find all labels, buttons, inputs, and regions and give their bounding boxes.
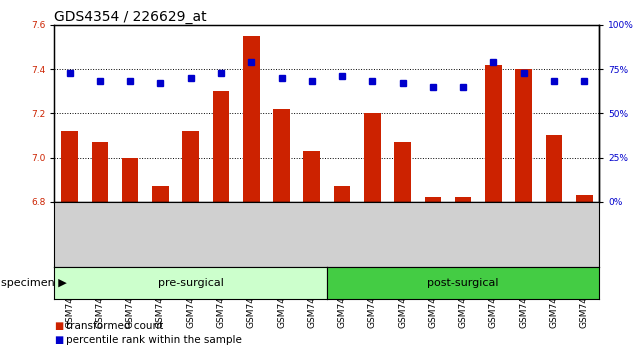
- Bar: [92, 142, 108, 202]
- Text: ■: ■: [54, 335, 63, 345]
- Bar: [243, 36, 260, 202]
- Text: ■: ■: [54, 321, 63, 331]
- Bar: [424, 197, 441, 202]
- Bar: [183, 131, 199, 202]
- Bar: [303, 151, 320, 202]
- Bar: [515, 69, 532, 202]
- Text: percentile rank within the sample: percentile rank within the sample: [66, 335, 242, 345]
- Bar: [273, 109, 290, 202]
- Text: post-surgical: post-surgical: [428, 278, 499, 288]
- Text: specimen ▶: specimen ▶: [1, 278, 67, 288]
- Text: GDS4354 / 226629_at: GDS4354 / 226629_at: [54, 10, 207, 24]
- Text: transformed count: transformed count: [66, 321, 163, 331]
- Bar: [545, 136, 562, 202]
- Bar: [455, 197, 471, 202]
- Bar: [485, 64, 502, 202]
- Bar: [213, 91, 229, 202]
- Bar: [152, 186, 169, 202]
- Bar: [62, 131, 78, 202]
- Text: pre-surgical: pre-surgical: [158, 278, 224, 288]
- Bar: [364, 113, 381, 202]
- Bar: [122, 158, 138, 202]
- Bar: [394, 142, 411, 202]
- Bar: [334, 186, 351, 202]
- Bar: [576, 195, 592, 202]
